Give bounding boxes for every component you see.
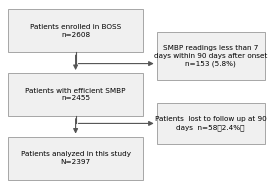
FancyBboxPatch shape [8, 137, 143, 180]
FancyBboxPatch shape [8, 9, 143, 52]
Text: Patients  lost to follow up at 90
days  n=58（2.4%）: Patients lost to follow up at 90 days n=… [155, 116, 266, 131]
Text: SMBP readings less than 7
days within 90 days after onset
n=153 (5.8%): SMBP readings less than 7 days within 90… [154, 45, 267, 67]
Text: Patients enrolled in BOSS
n=2608: Patients enrolled in BOSS n=2608 [30, 24, 121, 38]
Text: Patients analyzed in this study
N=2397: Patients analyzed in this study N=2397 [21, 151, 131, 165]
FancyBboxPatch shape [157, 32, 265, 80]
FancyBboxPatch shape [8, 73, 143, 116]
FancyBboxPatch shape [157, 103, 265, 144]
Text: Patients with efficient SMBP
n=2455: Patients with efficient SMBP n=2455 [25, 88, 126, 101]
